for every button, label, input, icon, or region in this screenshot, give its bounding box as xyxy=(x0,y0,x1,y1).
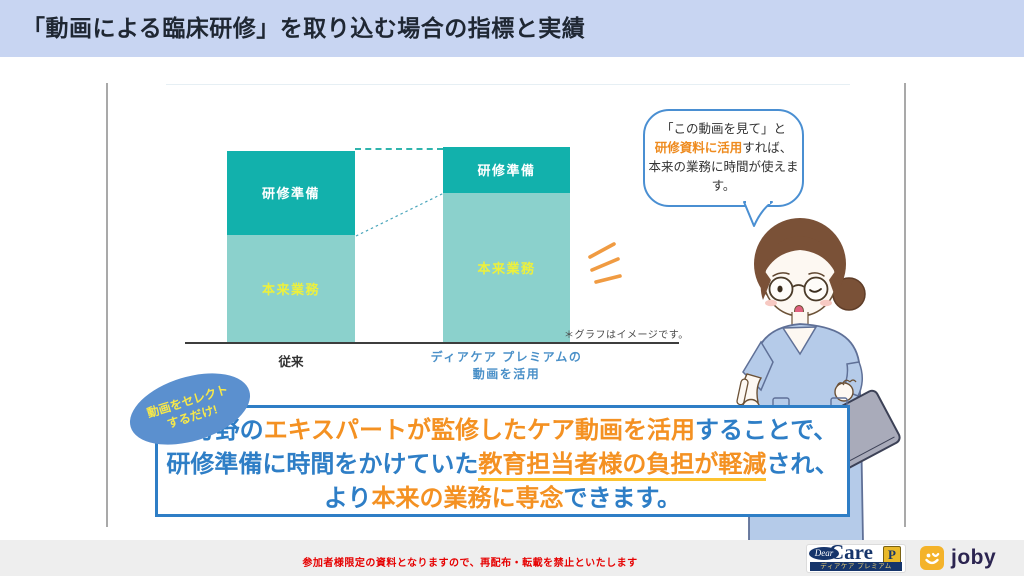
dearcare-logo: Dear Care P ディアケア プレミアム xyxy=(806,540,906,573)
segment-label: 研修準備 xyxy=(261,186,320,202)
x-label-premium: ディアケア プレミアムの 動画を活用 xyxy=(408,349,605,383)
speech-line-2-rest: すれば、 xyxy=(742,141,793,155)
content-divider-left xyxy=(106,83,108,527)
bar-premium-video: 研修準備 本来業務 xyxy=(443,147,570,343)
content-top-hairline xyxy=(166,84,850,85)
speech-bubble: 「この動画を見て」と 研修資料に活用すれば、 本来の業務に時間が使えます。 xyxy=(643,109,804,207)
dearcare-subtitle: ディアケア プレミアム xyxy=(810,562,902,571)
summary-l2a: 研修準備に時間をかけていた xyxy=(166,451,479,478)
content-divider-right xyxy=(904,83,906,527)
speech-line-3: 本来の業務に時間が使えます。 xyxy=(648,160,799,193)
summary-l2c: され、 xyxy=(766,451,839,478)
bar-segment-core-work: 本来業務 xyxy=(443,192,570,343)
joby-logo: joby xyxy=(920,546,996,570)
summary-line-2: 研修準備に時間をかけていた教育担当者様の負担が軽減され、 xyxy=(158,448,847,482)
dearcare-dear-swoosh: Dear xyxy=(809,547,839,560)
slide-header: 「動画による臨床研修」を取り込む場合の指標と実績 xyxy=(0,0,1024,57)
chart-note: ＊グラフはイメージです。 xyxy=(564,330,689,341)
summary-l2b: 教育担当者様の負担が軽減 xyxy=(478,451,767,481)
bar-segment-training-prep: 研修準備 xyxy=(227,150,355,235)
emphasis-marks-icon xyxy=(588,242,622,284)
summary-l1b: エキスパートが監修したケア動画を活用 xyxy=(263,417,695,444)
slide-footer: 参加者様限定の資料となりますので、再配布・転載を禁止といたします Dear Ca… xyxy=(0,540,1024,576)
page-title: 「動画による臨床研修」を取り込む場合の指標と実績 xyxy=(22,15,586,41)
segment-label: 研修準備 xyxy=(477,163,536,179)
segment-dotted-connector xyxy=(355,192,445,237)
summary-l3b: 本来の業務に専念 xyxy=(371,485,564,512)
speech-bubble-tail xyxy=(743,201,773,227)
segment-label: 本来業務 xyxy=(477,261,536,277)
bar-segment-core-work: 本来業務 xyxy=(227,234,355,343)
bar-segment-training-prep: 研修準備 xyxy=(443,147,570,193)
summary-message-box: 各分野のエキスパートが監修したケア動画を活用することで、 研修準備に時間をかけて… xyxy=(155,405,850,517)
segment-label: 本来業務 xyxy=(261,282,320,298)
confidential-notice: 参加者様限定の資料となりますので、再配布・転載を禁止といたします xyxy=(302,558,638,569)
joby-smiley-icon xyxy=(920,546,944,570)
x-axis-line xyxy=(185,342,679,344)
x-label-premium-line1: ディアケア プレミアムの xyxy=(430,350,583,364)
x-label-premium-line2: 動画を活用 xyxy=(472,367,541,381)
joby-wordmark: joby xyxy=(951,546,997,569)
summary-l3c: できます。 xyxy=(563,485,682,512)
summary-line-1: 各分野のエキスパートが監修したケア動画を活用することで、 xyxy=(158,414,847,448)
bar-top-dashed-connector xyxy=(355,148,443,150)
summary-l3a: より xyxy=(323,485,372,512)
speech-line-1: 「この動画を見て」と xyxy=(660,122,786,136)
summary-l1c: することで、 xyxy=(694,417,838,444)
summary-line-3: より本来の業務に専念できます。 xyxy=(158,482,847,516)
speech-line-2-highlight: 研修資料に活用 xyxy=(654,141,743,155)
x-label-conventional: 従来 xyxy=(278,355,304,369)
speech-line-2: 研修資料に活用すれば、 xyxy=(645,139,802,158)
bar-conventional: 研修準備 本来業務 xyxy=(227,150,355,343)
